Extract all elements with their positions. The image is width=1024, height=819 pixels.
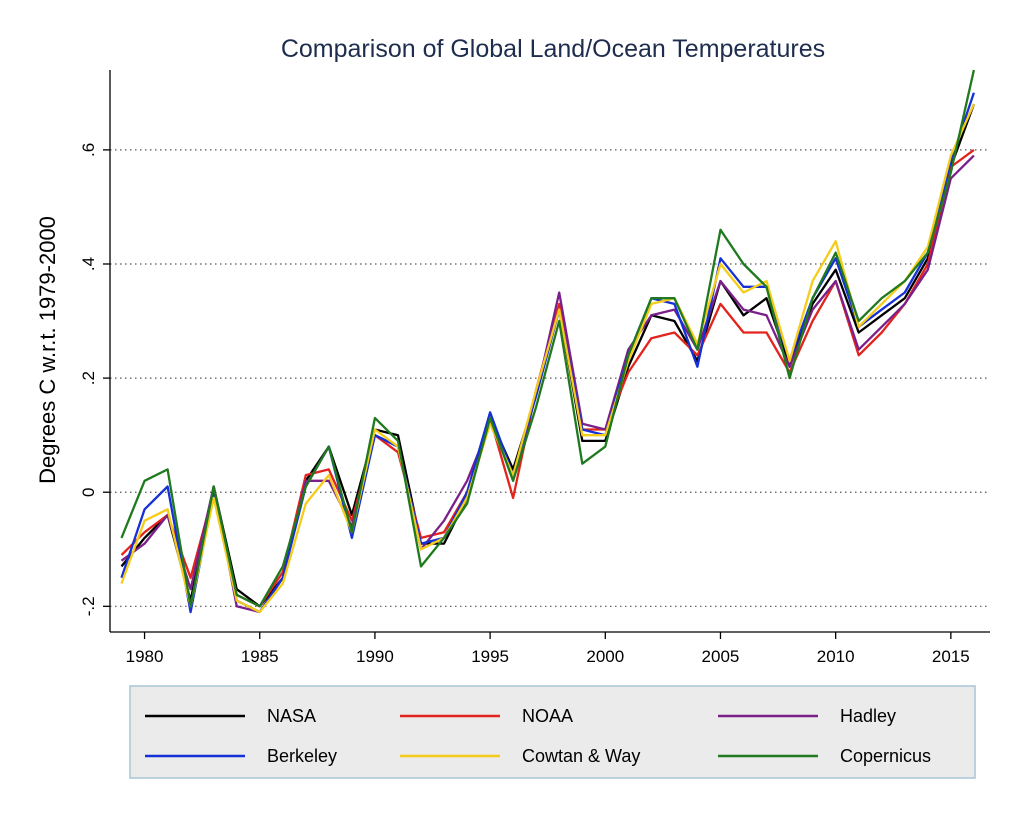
series-line-cowtan-way xyxy=(120,103,975,614)
y-tick-label: 0 xyxy=(79,487,98,496)
axes: -.2 0 .2 .4 .6 1980 1985 1990 1995 2000 2005 2010 20… xyxy=(79,70,990,666)
series-lines xyxy=(120,69,976,614)
y-tick-label: .2 xyxy=(79,371,98,385)
x-tick-label: 1995 xyxy=(471,647,509,666)
legend-label: Hadley xyxy=(840,706,896,726)
legend-label: NASA xyxy=(267,706,316,726)
x-tick-label: 1990 xyxy=(356,647,394,666)
legend-label: Copernicus xyxy=(840,746,931,766)
x-tick-label: 2000 xyxy=(586,647,624,666)
legend-label: NOAA xyxy=(522,706,573,726)
x-tick-label: 2015 xyxy=(932,647,970,666)
legend-label: Cowtan & Way xyxy=(522,746,640,766)
series-line-copernicus xyxy=(120,69,976,608)
x-tick-label: 1985 xyxy=(241,647,279,666)
x-tick-label: 2005 xyxy=(702,647,740,666)
y-axis-title: Degrees C w.r.t. 1979-2000 xyxy=(35,216,60,484)
chart-title: Comparison of Global Land/Ocean Temperat… xyxy=(281,35,825,63)
legend-label: Berkeley xyxy=(267,746,337,766)
x-tick-label: 1980 xyxy=(126,647,164,666)
legend-box xyxy=(129,685,976,779)
y-tick-label: .4 xyxy=(79,257,98,271)
legend: NASA NOAA Hadley Berkeley Cowtan & Way Copern… xyxy=(129,685,976,779)
x-tick-label: 2010 xyxy=(817,647,855,666)
y-tick-label: .6 xyxy=(79,143,98,157)
series-line-hadley xyxy=(120,154,975,614)
y-tick-label: -.2 xyxy=(79,596,98,616)
gridlines xyxy=(110,149,990,607)
